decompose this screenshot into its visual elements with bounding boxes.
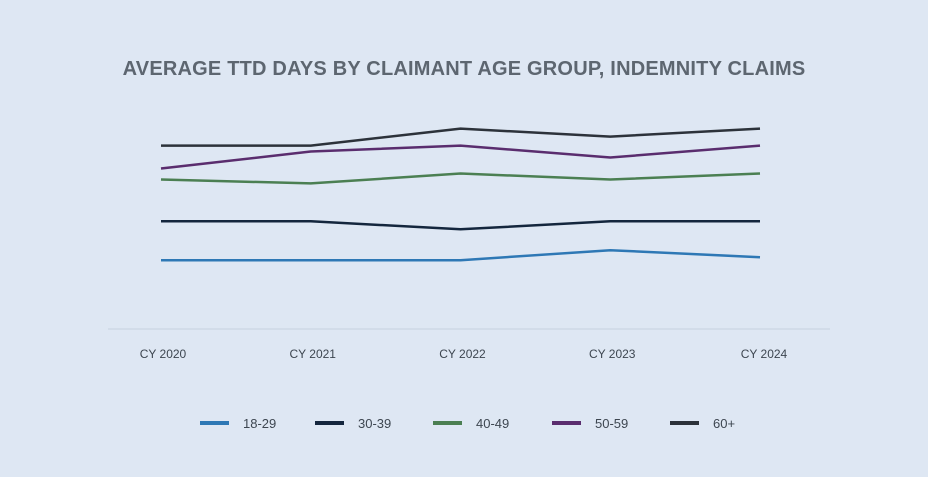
- series-lines: [160, 127, 761, 262]
- legend-item-30-39: 30-39: [315, 416, 391, 431]
- x-tick-label: CY 2022: [439, 347, 486, 361]
- x-tick-labels: CY 2020 CY 2021 CY 2022 CY 2023 CY 2024: [140, 347, 788, 361]
- legend-item-40-49: 40-49: [433, 416, 509, 431]
- legend-item-60+: 60+: [670, 416, 735, 431]
- series-line-30-39: [161, 220, 760, 231]
- legend-label: 30-39: [358, 416, 391, 431]
- legend: 18-29 30-39 40-49 50-59 60+: [200, 416, 735, 431]
- x-tick-label: CY 2021: [290, 347, 337, 361]
- series-line-60+: [161, 127, 761, 147]
- legend-label: 60+: [713, 416, 735, 431]
- series-line-18-29: [161, 248, 761, 262]
- legend-label: 18-29: [243, 416, 276, 431]
- series-line-50-59: [160, 144, 761, 170]
- x-tick-label: CY 2024: [741, 347, 788, 361]
- legend-item-18-29: 18-29: [200, 416, 276, 431]
- x-tick-label: CY 2020: [140, 347, 187, 361]
- series-line-40-49: [160, 172, 761, 185]
- chart-title: AVERAGE TTD DAYS BY CLAIMANT AGE GROUP, …: [122, 58, 806, 80]
- legend-label: 40-49: [476, 416, 509, 431]
- x-tick-label: CY 2023: [589, 347, 636, 361]
- legend-item-50-59: 50-59: [552, 416, 628, 431]
- legend-label: 50-59: [595, 416, 628, 431]
